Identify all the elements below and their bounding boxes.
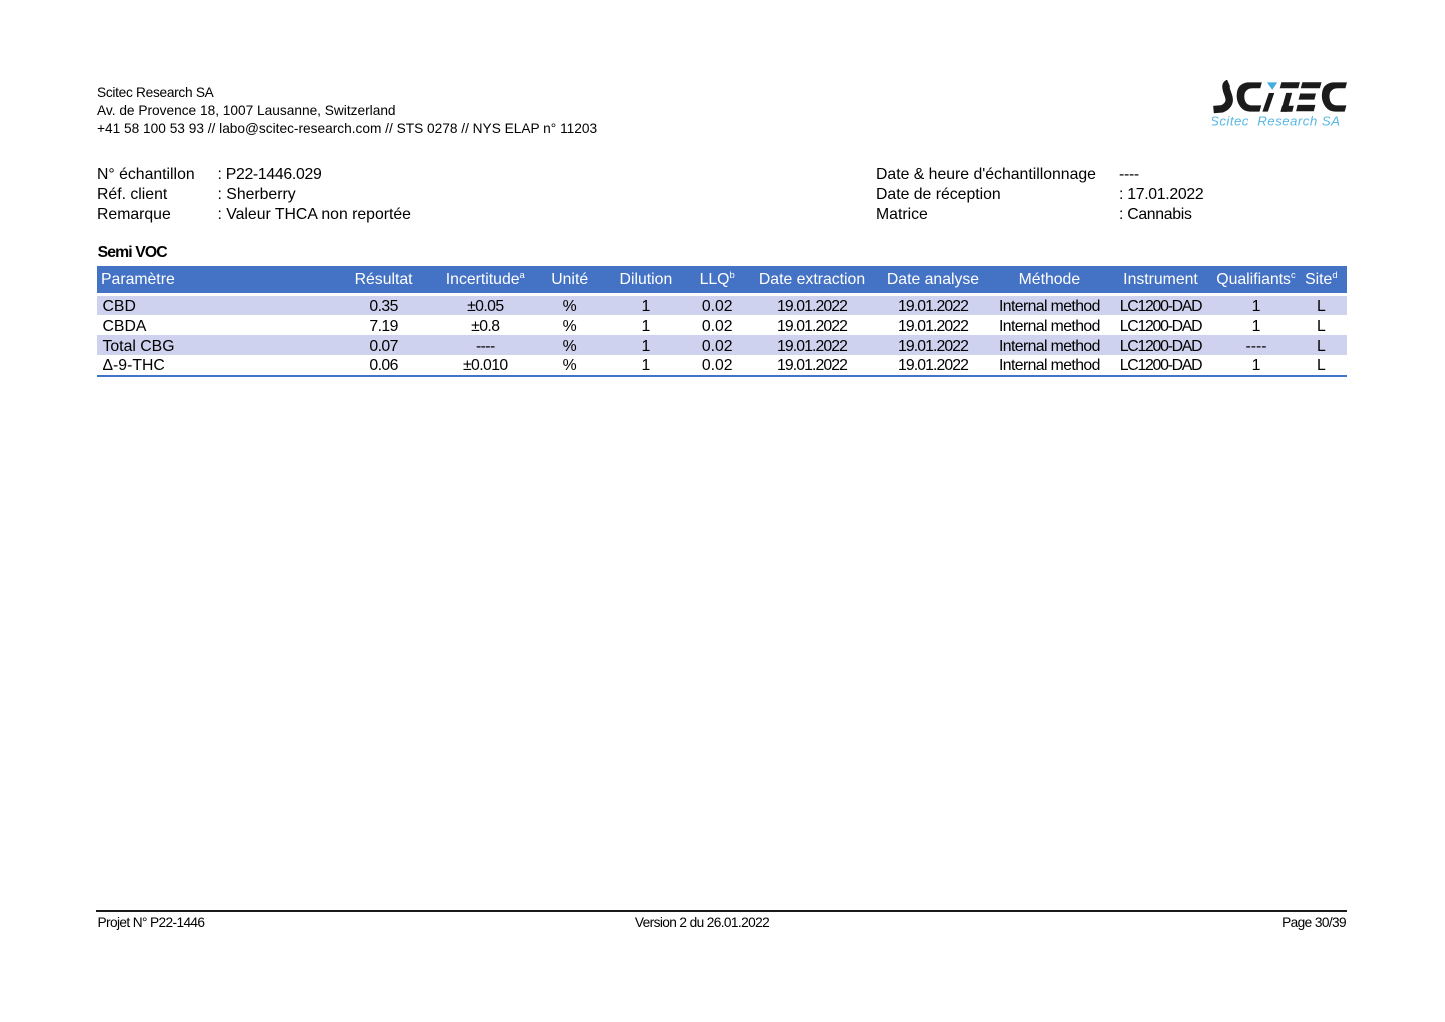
svg-text:Scitec Research SA: Scitec Research SA <box>1212 114 1341 128</box>
